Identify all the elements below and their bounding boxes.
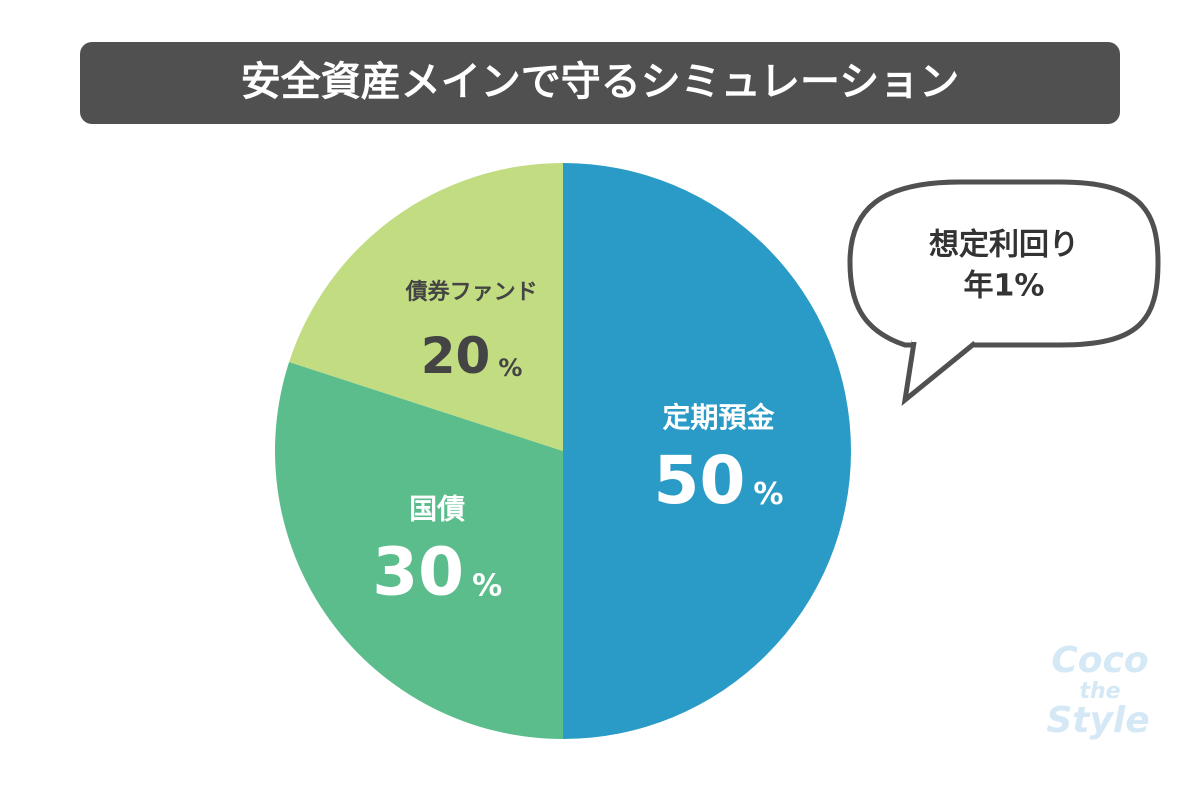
category-label: 定期預金: [663, 401, 776, 434]
value-label: 30%: [372, 533, 502, 610]
value-label: 20%: [421, 327, 523, 385]
watermark: Coco: [1051, 640, 1148, 681]
annotation: 年1%: [964, 269, 1045, 304]
bubble-tail: [901, 335, 977, 407]
chart-title: 安全資産メインで守るシミュレーション: [241, 59, 959, 105]
pie: 定期預金 50 % 国債 30 % 債券ファンド 20%: [275, 163, 851, 739]
speech-bubble: [847, 179, 1161, 348]
watermark: the: [1079, 679, 1120, 704]
value-label: 50%: [654, 442, 784, 519]
watermark: Style: [1046, 700, 1149, 741]
pie-slice: [563, 163, 851, 739]
category-label: 債券ファンド: [405, 279, 538, 305]
title-bar: [80, 42, 1120, 124]
category-label: 国債: [409, 492, 465, 525]
annotation: 想定利回り: [929, 228, 1079, 263]
bubble-tail-mask: [912, 330, 972, 342]
pie-slice: [289, 163, 563, 451]
pie-slice: [275, 362, 563, 739]
